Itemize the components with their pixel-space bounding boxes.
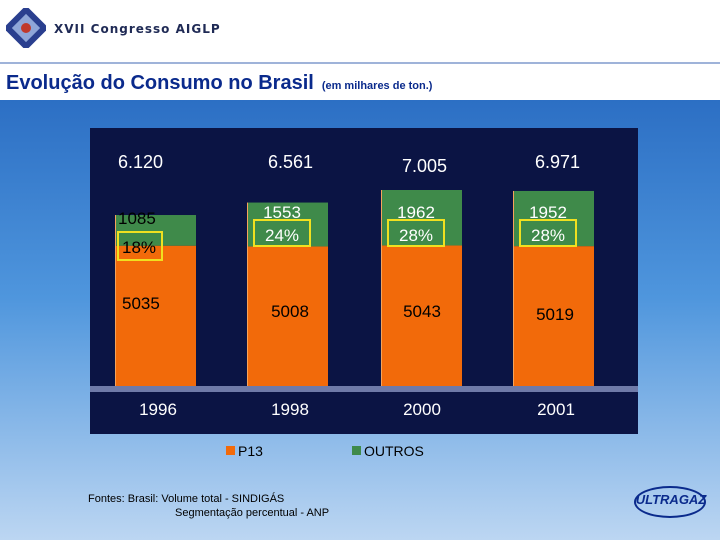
source-line-2: Segmentação percentual - ANP: [175, 507, 330, 519]
share-highlight-2001: [519, 219, 577, 247]
share-highlight-1998: [253, 219, 311, 247]
bar-outros-1996: [116, 215, 196, 246]
p13-label-1998: 5008: [271, 302, 309, 321]
total-label-1998: 6.561: [268, 152, 313, 172]
share-label-1996: 18%: [122, 238, 156, 257]
bar-p13-2000: [382, 245, 462, 388]
legend-swatch-p13: [226, 446, 235, 455]
x-tick-2000: 2000: [403, 400, 441, 419]
outros-label-1998: 1553: [263, 203, 301, 222]
p13-label-2000: 5043: [403, 302, 441, 321]
legend-label-p13: P13: [238, 443, 263, 459]
bar-edge-1998: [247, 202, 248, 388]
x-tick-1996: 1996: [139, 400, 177, 419]
header-divider: [0, 62, 720, 64]
title-unit: (em milhares de ton.): [321, 80, 433, 92]
bar-p13-1998: [248, 246, 328, 388]
share-label-1998: 24%: [265, 226, 299, 245]
total-label-2001: 6.971: [535, 152, 580, 172]
x-tick-1998: 1998: [271, 400, 309, 419]
x-tick-2001: 2001: [537, 400, 575, 419]
p13-label-1996: 5035: [122, 294, 160, 313]
outros-label-2000: 1962: [397, 203, 435, 222]
bar-outros-2001: [514, 190, 594, 247]
legend-swatch-outros: [352, 446, 361, 455]
total-label-1996: 6.120: [118, 152, 163, 172]
logo-text: ULTRAGAZ: [635, 492, 707, 507]
ultragaz-logo: ULTRAGAZ: [632, 486, 710, 522]
share-highlight-2000: [387, 219, 445, 247]
source-line-1: Fontes: Brasil: Volume total - SINDIGÁS: [88, 493, 285, 505]
title-text: Evolução do Consumo no Brasil: [6, 72, 314, 94]
bar-edge-2001: [513, 190, 514, 388]
share-label-2000: 28%: [399, 226, 433, 245]
share-label-2001: 28%: [531, 226, 565, 245]
bar-outros-1998: [248, 202, 328, 247]
p13-label-2001: 5019: [536, 305, 574, 324]
bar-edge-2000: [381, 190, 382, 388]
congress-logo-icon: [3, 5, 49, 51]
outros-label-1996: 1085: [118, 209, 156, 228]
bar-outros-2000: [382, 190, 462, 246]
logo-ring-icon: [634, 486, 706, 518]
bar-p13-2001: [514, 246, 594, 388]
page-title: Evolução do Consumo no Brasil (em milhare…: [6, 72, 432, 95]
conference-title: XVII Congresso AIGLP: [54, 22, 221, 36]
header-bar: XVII Congresso AIGLP: [0, 0, 720, 66]
legend-label-outros: OUTROS: [364, 443, 424, 459]
bar-p13-1996: [116, 245, 196, 388]
total-label-2000: 7.005: [402, 156, 447, 176]
bar-edge-1996: [115, 215, 116, 388]
outros-label-2001: 1952: [529, 203, 567, 222]
x-axis-baseline: [90, 386, 638, 392]
share-highlight-1996: [117, 231, 163, 261]
source-note: Fontes: Brasil: Volume total - SINDIGÁS …: [88, 492, 329, 520]
